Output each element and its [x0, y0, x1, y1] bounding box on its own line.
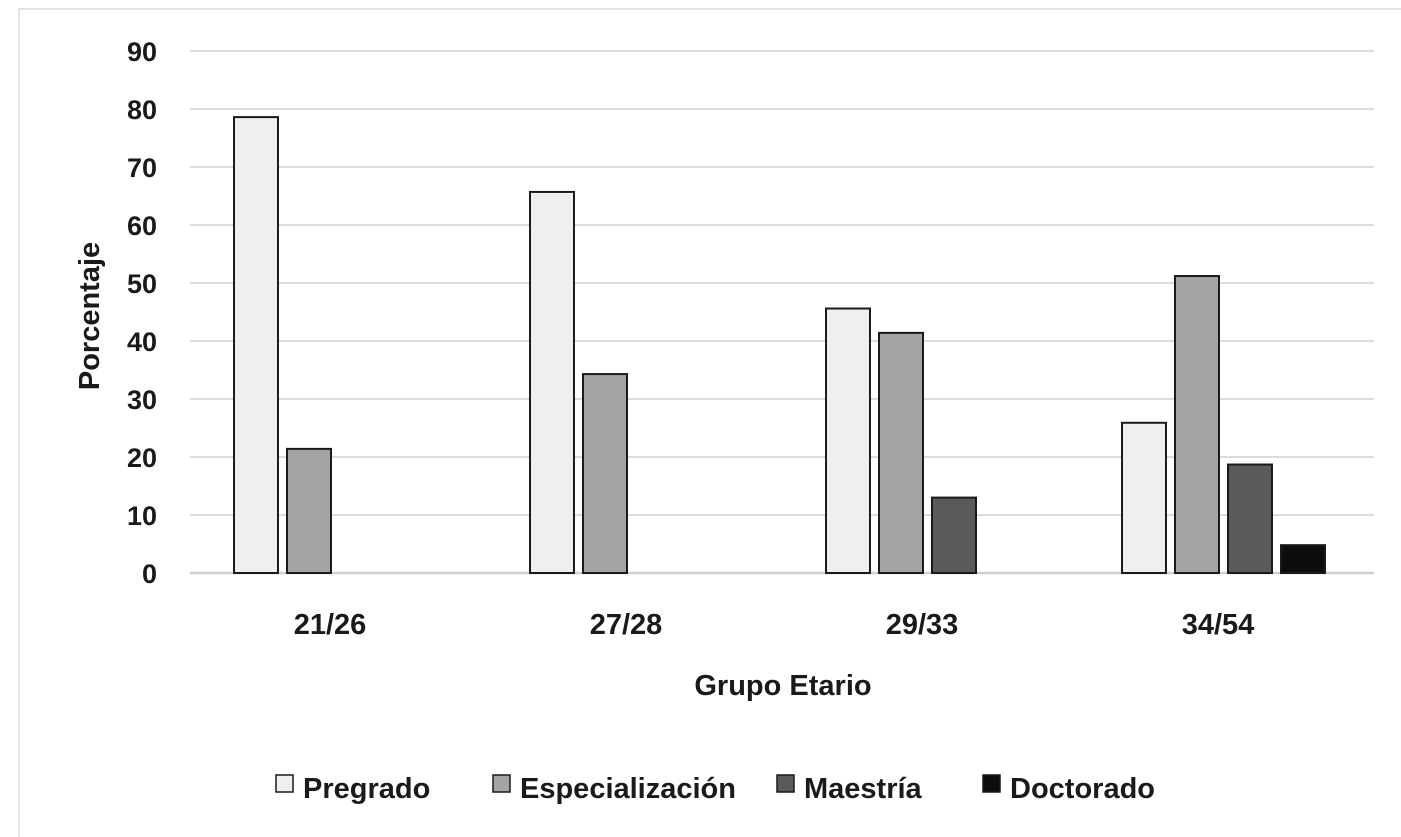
x-tick-label: 21/26 [294, 609, 367, 641]
bar-especializacion-27-28 [582, 373, 628, 574]
y-axis-ticks: 0 10 20 30 40 50 60 70 80 90 [127, 37, 157, 589]
bar-especializacion-29-33 [878, 331, 924, 574]
bar-maestria-29-33 [931, 496, 977, 575]
y-tick-label: 20 [127, 443, 157, 473]
y-axis-label: Porcentaje [74, 242, 106, 390]
bar-pregrado-27-28 [529, 190, 575, 574]
bar-especializacion-21-26 [286, 447, 332, 575]
bar-pregrado-29-33 [825, 307, 871, 574]
x-axis-ticks: 21/26 27/28 29/33 34/54 [294, 609, 1255, 641]
bar-especializacion-34-54 [1174, 275, 1220, 574]
x-tick-label: 27/28 [590, 609, 663, 641]
y-tick-label: 40 [127, 327, 157, 357]
legend-label: Maestría [804, 773, 923, 805]
y-tick-label: 70 [127, 153, 157, 183]
y-tick-label: 60 [127, 211, 157, 241]
legend-swatch [275, 774, 294, 793]
bar-doctorado-34-54 [1280, 544, 1326, 574]
y-tick-label: 50 [127, 269, 157, 299]
legend-swatch [492, 774, 511, 793]
frame-border-top [18, 8, 1401, 10]
y-tick-label: 0 [142, 559, 157, 589]
y-tick-label: 90 [127, 37, 157, 67]
bar-maestria-34-54 [1227, 463, 1273, 575]
legend-label: Especialización [520, 773, 736, 805]
x-tick-label: 34/54 [1182, 609, 1255, 641]
bars [233, 116, 1326, 575]
y-tick-label: 10 [127, 501, 157, 531]
legend: Pregrado Especialización Maestría Doctorado [275, 773, 1155, 805]
legend-label: Pregrado [303, 773, 430, 805]
x-axis-label: Grupo Etario [694, 670, 871, 702]
bar-pregrado-34-54 [1121, 421, 1167, 574]
legend-swatch [982, 774, 1001, 793]
y-tick-label: 80 [127, 95, 157, 125]
y-tick-label: 30 [127, 385, 157, 415]
x-tick-label: 29/33 [886, 609, 959, 641]
bar-pregrado-21-26 [233, 116, 279, 575]
legend-swatch [776, 774, 795, 793]
legend-label: Doctorado [1010, 773, 1155, 805]
frame-border-left [18, 8, 20, 837]
